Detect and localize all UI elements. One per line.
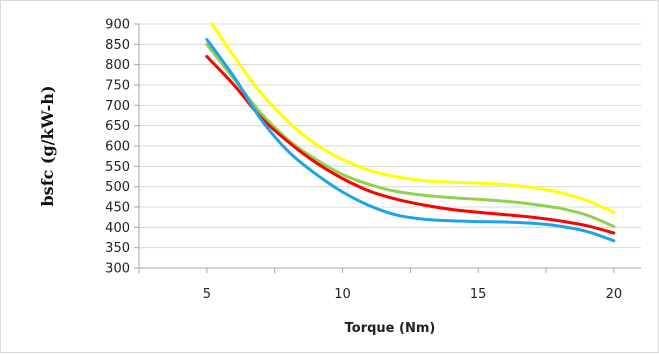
y-tick-label: 900: [105, 18, 130, 33]
y-tick-label: 850: [105, 38, 130, 53]
series-line-3: [205, 55, 616, 235]
y-axis-title: bsfc (g/kW-h): [38, 85, 57, 206]
x-tick-label: 5: [203, 287, 211, 302]
y-tick-label: 700: [105, 99, 130, 114]
y-tick-label: 650: [105, 119, 130, 134]
y-tick-label: 400: [105, 221, 130, 236]
x-tick-label: 10: [334, 287, 351, 302]
axes: [134, 23, 641, 273]
series-line-4: [205, 38, 616, 243]
x-axis-title: Torque (Nm): [345, 321, 436, 336]
x-tick-label: 15: [470, 287, 487, 302]
series-line-2: [205, 42, 616, 228]
y-tick-label: 450: [105, 201, 130, 216]
y-tick-label: 300: [105, 262, 130, 277]
gridlines: [139, 23, 641, 249]
tick-labels: 300 350 400 450 500 550 600 650 700 750 800 850 900 5…: [105, 18, 622, 303]
y-tick-label: 350: [105, 241, 130, 256]
x-tick-label: 20: [606, 287, 623, 302]
y-tick-label: 550: [105, 160, 130, 175]
y-tick-label: 800: [105, 58, 130, 73]
series-line-1: [210, 22, 616, 214]
series-lines: [205, 22, 616, 243]
y-tick-label: 500: [105, 180, 130, 195]
y-tick-label: 750: [105, 79, 130, 94]
y-tick-label: 600: [105, 140, 130, 155]
